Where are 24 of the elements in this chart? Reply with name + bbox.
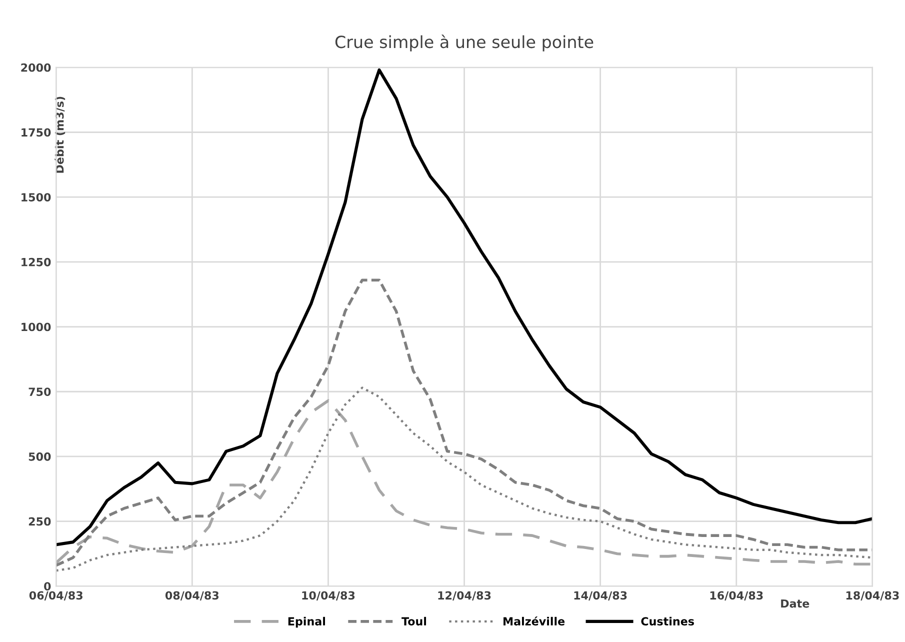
x-tick-label: 16/04/83 <box>710 591 763 600</box>
legend-label: Custines <box>641 616 694 626</box>
y-tick-label: 750 <box>28 388 51 396</box>
y-tick-label: 0 <box>44 582 51 591</box>
x-tick-label: 12/04/83 <box>438 591 491 600</box>
x-tick-label: 10/04/83 <box>302 591 355 600</box>
y-tick-label: 250 <box>28 517 51 526</box>
y-tick-label: 2000 <box>21 63 51 72</box>
y-tick-label: 1250 <box>22 258 51 266</box>
chart-title: Crue simple à une seule pointe <box>335 34 594 52</box>
y-tick-label: 500 <box>28 452 51 461</box>
legend-label: Malzéville <box>504 616 565 626</box>
y-tick-label: 1750 <box>22 128 51 137</box>
x-tick-label: 18/04/83 <box>846 591 899 600</box>
legend-label: Epinal <box>288 616 326 628</box>
x-axis-title: Date <box>781 599 810 608</box>
y-tick-label: 1000 <box>22 322 51 332</box>
x-tick-label: 08/04/83 <box>165 591 219 600</box>
x-tick-label: 14/04/83 <box>574 591 627 600</box>
y-axis-title: Débit (m3/s) <box>54 96 66 173</box>
line-series <box>56 278 872 567</box>
x-tick-label: 06/04/83 <box>29 591 82 600</box>
y-tick-label: 1500 <box>22 193 51 202</box>
legend-label: Toul <box>402 616 426 626</box>
